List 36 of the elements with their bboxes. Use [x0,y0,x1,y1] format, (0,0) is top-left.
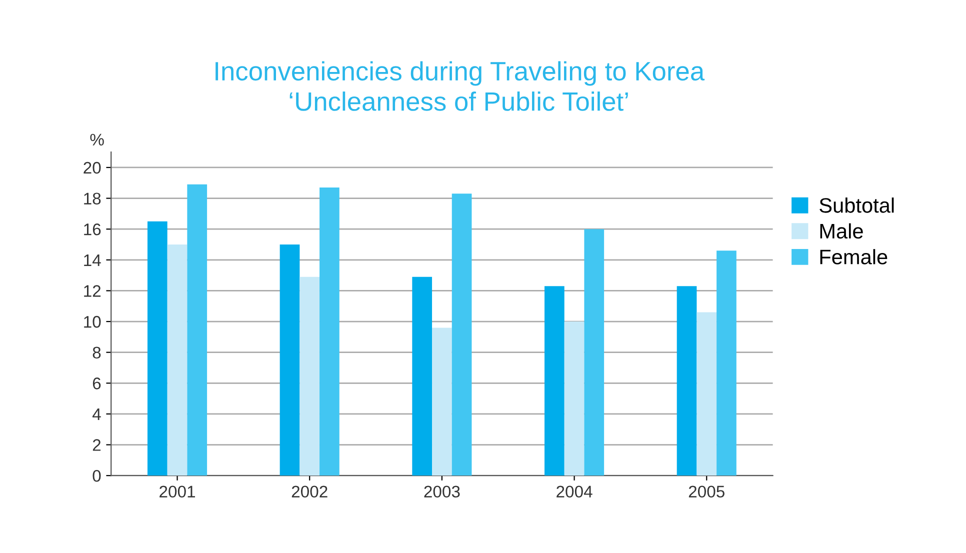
bar [147,221,168,476]
y-tick-label: 12 [84,285,101,297]
x-tick-label: 2004 [556,486,592,498]
y-axis-title: % [90,134,104,146]
bar [676,286,697,476]
bar [452,194,472,476]
legend-label: Female [820,249,888,264]
legend-label: Male [820,223,863,239]
bar [320,188,340,476]
bar [412,276,432,476]
bar [584,229,604,476]
x-tick-label: 2005 [688,486,724,498]
bar [167,244,188,476]
y-tick-label: 18 [84,192,101,204]
bar [280,244,300,476]
bar [716,250,736,476]
y-tick-label: 20 [84,162,101,174]
bar [544,286,564,476]
x-tick-label: 2001 [160,486,195,498]
bar [696,312,717,476]
x-tick-label: 2002 [292,486,328,498]
bar [187,184,208,476]
y-tick-label: 16 [84,224,101,236]
chart-title: Inconveniencies during Traveling to Korea ‘Uncleanness of Public Toilet’ [216,61,705,111]
bar [300,276,320,476]
legend-label: Subtotal [820,198,894,213]
bar [432,328,452,476]
y-tick-label: 6 [92,378,101,390]
y-tick-label: 4 [92,408,101,420]
y-tick-label: 8 [92,346,101,359]
y-tick-label: 2 [92,439,101,451]
y-tick-label: 0 [92,470,101,482]
y-tick-label: 10 [84,316,101,328]
x-tick-label: 2003 [424,486,460,498]
y-tick-label: 14 [84,254,101,266]
bar [564,322,584,476]
